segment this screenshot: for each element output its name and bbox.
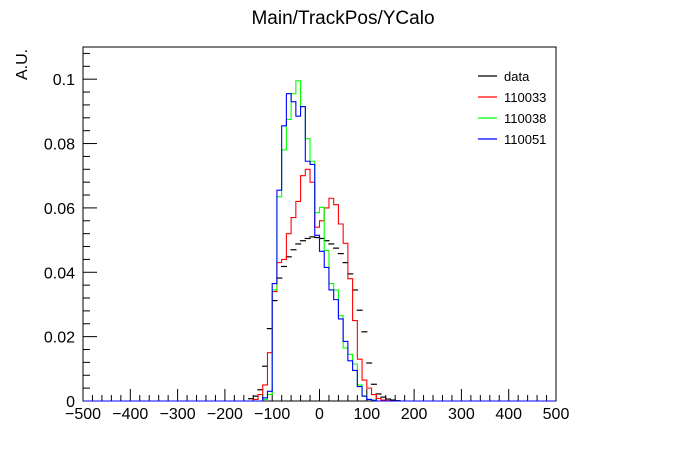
- x-tick-label: 300: [448, 406, 475, 423]
- x-tick-label: 200: [401, 406, 428, 423]
- y-tick-label: 0.02: [44, 330, 75, 347]
- legend-label-110038: 110038: [504, 111, 546, 126]
- y-axis: 0 0.02 0.04 0.06 0.08 0.1: [44, 52, 97, 411]
- x-tick-label: 400: [495, 406, 522, 423]
- series-110033-line: [83, 168, 556, 402]
- legend-label-110033: 110033: [504, 90, 546, 105]
- series-layer: [83, 80, 556, 402]
- x-tick-label: 0: [315, 406, 324, 423]
- y-tick-label: 0.06: [44, 201, 75, 218]
- x-tick-label: −100: [254, 406, 290, 423]
- chart-title: Main/TrackPos/YCalo: [251, 8, 434, 29]
- x-tick-label: 500: [543, 406, 570, 423]
- y-axis-label: A.U.: [14, 49, 31, 80]
- y-tick-label: 0.08: [44, 137, 75, 154]
- x-axis: −500 −400 −300 −200 −100 0 100 200 300 400 500: [65, 389, 569, 423]
- y-tick-label: 0: [66, 394, 75, 411]
- x-tick-label: −200: [207, 406, 243, 423]
- x-tick-label: 100: [353, 406, 380, 423]
- legend-label-110051: 110051: [504, 132, 546, 147]
- y-tick-label: 0.1: [53, 72, 75, 89]
- legend: data 110033 110038 110051: [478, 69, 546, 147]
- y-tick-label: 0.04: [44, 265, 75, 282]
- legend-label-data: data: [504, 69, 530, 84]
- x-tick-label: −400: [112, 406, 148, 423]
- x-tick-label: −500: [65, 406, 101, 423]
- x-tick-label: −300: [160, 406, 196, 423]
- series-110051-line: [83, 93, 556, 402]
